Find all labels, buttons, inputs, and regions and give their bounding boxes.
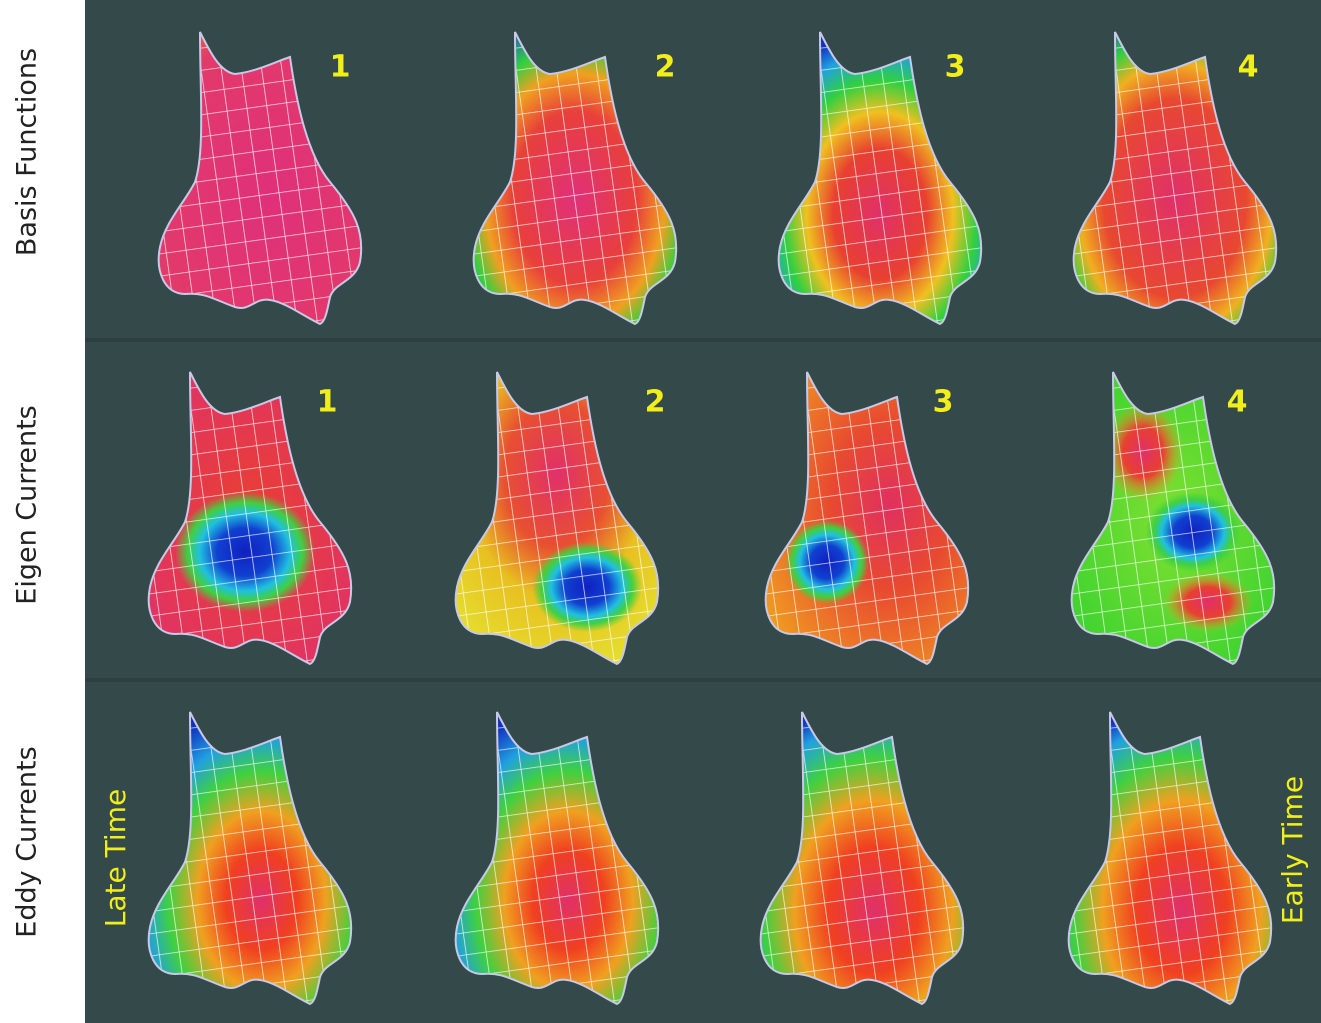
annotation: Early Time [1276,776,1309,924]
row-label: Eigen Currents [12,405,43,604]
row-label: Basis Functions [12,48,43,256]
panel-number: 2 [645,385,666,420]
panel-number: 3 [945,50,966,85]
panel-number: 1 [330,50,351,85]
row-label: Eddy Currents [12,746,43,937]
divider [85,338,1321,342]
divider [85,678,1321,682]
annotation: Late Time [99,789,132,927]
panel-number: 2 [655,50,676,85]
panel-number: 4 [1238,50,1259,85]
panel-number: 3 [933,385,954,420]
panel-number: 1 [317,385,338,420]
panel-number: 4 [1227,385,1248,420]
